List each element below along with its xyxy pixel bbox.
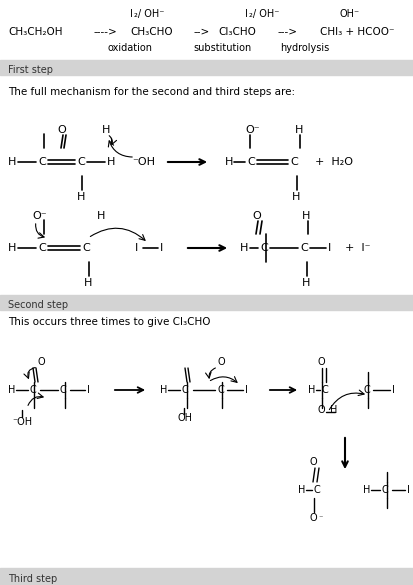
Text: C: C <box>60 385 67 395</box>
Text: substitution: substitution <box>193 43 251 53</box>
Text: O: O <box>252 211 261 221</box>
Text: O: O <box>317 357 325 367</box>
Text: H: H <box>292 192 300 202</box>
Text: CH₃CH₂OH: CH₃CH₂OH <box>8 27 62 37</box>
Text: C: C <box>363 385 370 395</box>
Bar <box>0 568 413 585</box>
Text: ₂/ OH⁻: ₂/ OH⁻ <box>134 9 164 19</box>
Text: OH⁻: OH⁻ <box>340 9 360 19</box>
Text: Third step: Third step <box>8 574 57 584</box>
Text: H: H <box>363 485 370 495</box>
Bar <box>0 60 413 75</box>
Text: ---->: ----> <box>93 27 117 37</box>
Text: I: I <box>160 243 163 253</box>
Text: CH₃CHO: CH₃CHO <box>130 27 173 37</box>
Text: C: C <box>217 385 224 395</box>
Text: H: H <box>8 157 17 167</box>
Text: H: H <box>295 125 304 135</box>
Text: O: O <box>318 405 325 415</box>
Text: H: H <box>8 385 15 395</box>
Text: H: H <box>298 485 305 495</box>
Text: ⁻OH: ⁻OH <box>132 157 155 167</box>
Text: OH: OH <box>178 413 193 423</box>
Text: I: I <box>245 385 248 395</box>
Text: C: C <box>300 243 308 253</box>
Text: Second step: Second step <box>8 300 68 310</box>
Text: -->: --> <box>193 27 209 37</box>
Text: C: C <box>322 385 329 395</box>
Text: C: C <box>182 385 189 395</box>
Text: H: H <box>77 192 85 202</box>
Text: C: C <box>30 385 37 395</box>
Text: Cl₃CHO: Cl₃CHO <box>218 27 256 37</box>
Text: C: C <box>290 157 298 167</box>
Text: First step: First step <box>8 65 53 75</box>
Text: +  H₂O: + H₂O <box>315 157 353 167</box>
Text: C: C <box>82 243 90 253</box>
Text: O: O <box>57 125 66 135</box>
Text: O: O <box>310 513 318 523</box>
Text: H: H <box>308 385 316 395</box>
Text: H: H <box>302 278 311 288</box>
Text: ⁻OH: ⁻OH <box>12 417 32 427</box>
Text: I: I <box>245 9 248 19</box>
Text: O: O <box>37 357 45 367</box>
Text: H: H <box>102 125 110 135</box>
Text: H: H <box>225 157 233 167</box>
Text: I: I <box>87 385 90 395</box>
Text: C: C <box>314 485 321 495</box>
Text: H: H <box>8 243 17 253</box>
Text: H: H <box>97 211 105 221</box>
Text: hydrolysis: hydrolysis <box>280 43 329 53</box>
Text: The full mechanism for the second and third steps are:: The full mechanism for the second and th… <box>8 87 295 97</box>
Text: ⁻: ⁻ <box>318 514 323 522</box>
Text: C: C <box>260 243 268 253</box>
Text: I: I <box>135 243 138 253</box>
Text: oxidation: oxidation <box>108 43 153 53</box>
Text: I: I <box>328 243 331 253</box>
Text: H: H <box>240 243 248 253</box>
Text: C: C <box>382 485 389 495</box>
Text: CHI₃ + HCOO⁻: CHI₃ + HCOO⁻ <box>320 27 394 37</box>
Text: +  I⁻: + I⁻ <box>345 243 370 253</box>
Text: --->: ---> <box>278 27 298 37</box>
Text: H: H <box>84 278 93 288</box>
Text: I: I <box>392 385 395 395</box>
Text: C: C <box>38 157 46 167</box>
Text: H: H <box>160 385 167 395</box>
Text: I: I <box>407 485 410 495</box>
Text: C: C <box>247 157 255 167</box>
Text: I: I <box>130 9 133 19</box>
Text: O⁻: O⁻ <box>32 211 47 221</box>
Text: H: H <box>302 211 311 221</box>
Text: C: C <box>77 157 85 167</box>
Text: ₂/ OH⁻: ₂/ OH⁻ <box>249 9 279 19</box>
Text: O⁻: O⁻ <box>245 125 260 135</box>
Text: H: H <box>107 157 115 167</box>
Text: O: O <box>218 357 225 367</box>
Text: H: H <box>330 405 337 415</box>
Text: C: C <box>38 243 46 253</box>
Bar <box>0 295 413 310</box>
Text: This occurs three times to give Cl₃CHO: This occurs three times to give Cl₃CHO <box>8 317 211 327</box>
Text: O: O <box>310 457 318 467</box>
